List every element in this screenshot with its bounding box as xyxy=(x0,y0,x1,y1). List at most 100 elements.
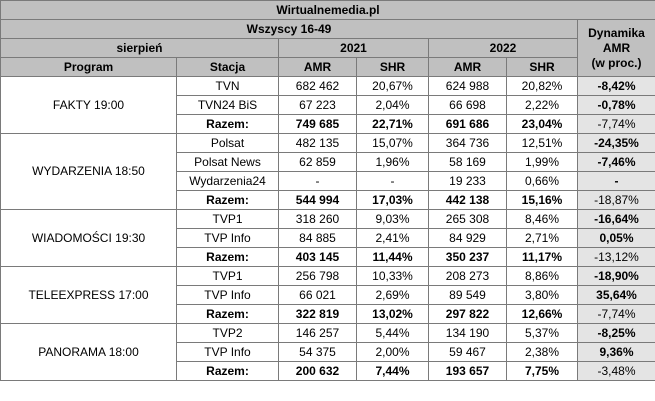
shr-2021-cell: 2,41% xyxy=(356,228,429,248)
amr-2021-cell: 682 462 xyxy=(278,76,357,96)
year-2021-header: 2021 xyxy=(278,38,429,58)
total-row: Razem: 403 145 11,44% 350 237 11,17% -13,12% xyxy=(1,247,655,267)
total-amr-2022: 350 237 xyxy=(428,247,507,267)
amr-2022-cell: 59 467 xyxy=(428,342,507,362)
dynamics-cell: -18,90% xyxy=(577,266,655,286)
station-cell: TVN xyxy=(176,76,279,96)
amr-2021-cell: 66 021 xyxy=(278,285,357,305)
total-row: Razem: 200 632 7,44% 193 657 7,75% -3,48% xyxy=(1,361,655,381)
total-amr-2022: 691 686 xyxy=(428,114,507,134)
station-cell: TVP Info xyxy=(176,285,279,305)
amr-2022-cell: 624 988 xyxy=(428,76,507,96)
amr-2022-cell: 19 233 xyxy=(428,171,507,191)
total-shr-2021: 22,71% xyxy=(356,114,429,134)
amr-2022-cell: 208 273 xyxy=(428,266,507,286)
dynamics-cell: 0,05% xyxy=(577,228,655,248)
amr-2021-cell: 482 135 xyxy=(278,133,357,153)
table-row: FAKTY 19:00 TVN 682 462 20,67% 624 988 20,82%… xyxy=(0,76,655,134)
dynamics-cell: 9,36% xyxy=(577,342,655,362)
total-shr-2022: 12,66% xyxy=(506,304,578,324)
shr-2021-cell: - xyxy=(356,171,429,191)
dynamics-cell: - xyxy=(577,171,655,191)
amr-2021-cell: 54 375 xyxy=(278,342,357,362)
amr-2021-cell: 62 859 xyxy=(278,152,357,172)
shr-2021-cell: 15,07% xyxy=(356,133,429,153)
shr-2022-column-header: SHR xyxy=(506,57,578,77)
table-row: TVP Info 84 885 2,41% 84 929 2,71% 0,05% xyxy=(1,228,655,248)
total-shr-2022: 15,16% xyxy=(506,190,578,210)
shr-2021-cell: 2,04% xyxy=(356,95,429,115)
shr-2022-cell: 8,86% xyxy=(506,266,578,286)
total-amr-2021: 544 994 xyxy=(278,190,357,210)
station-cell: Wydarzenia24 xyxy=(176,171,279,191)
shr-2022-cell: 2,22% xyxy=(506,95,578,115)
table-row: TVP Info 66 021 2,69% 89 549 3,80% 35,64% xyxy=(1,285,655,305)
total-shr-2022: 11,17% xyxy=(506,247,578,267)
total-shr-2021: 13,02% xyxy=(356,304,429,324)
amr-2021-cell: 318 260 xyxy=(278,209,357,229)
total-dynamics: -3,48% xyxy=(577,361,655,381)
year-2022-header: 2022 xyxy=(428,38,578,58)
total-row: Razem: 544 994 17,03% 442 138 15,16% -18,87% xyxy=(1,190,655,210)
program-name: WYDARZENIA 18:50 xyxy=(0,133,177,210)
table-row: WYDARZENIA 18:50 Polsat 482 135 15,07% 364 7… xyxy=(0,133,655,210)
total-amr-2022: 193 657 xyxy=(428,361,507,381)
amr-2022-cell: 364 736 xyxy=(428,133,507,153)
station-cell: TVP Info xyxy=(176,342,279,362)
table-row: TVN24 BiS 67 223 2,04% 66 698 2,22% -0,78% xyxy=(1,95,655,115)
dynamics-cell: -0,78% xyxy=(577,95,655,115)
shr-2021-cell: 10,33% xyxy=(356,266,429,286)
amr-2022-column-header: AMR xyxy=(428,57,507,77)
amr-2021-cell: 84 885 xyxy=(278,228,357,248)
group-title: Wszyscy 16-49 xyxy=(0,19,578,39)
station-cell: TVP1 xyxy=(176,266,279,286)
dynamics-cell: -16,64% xyxy=(577,209,655,229)
amr-2022-cell: 265 308 xyxy=(428,209,507,229)
shr-2021-cell: 2,69% xyxy=(356,285,429,305)
shr-2022-cell: 1,99% xyxy=(506,152,578,172)
total-label: Razem: xyxy=(176,114,279,134)
period-header: sierpień xyxy=(0,38,279,58)
shr-2022-cell: 8,46% xyxy=(506,209,578,229)
program-column-header: Program xyxy=(0,57,177,77)
shr-2022-cell: 20,82% xyxy=(506,76,578,96)
dynamics-cell: -24,35% xyxy=(577,133,655,153)
station-column-header: Stacja xyxy=(176,57,279,77)
dynamics-cell: -8,25% xyxy=(577,323,655,343)
shr-2022-cell: 12,51% xyxy=(506,133,578,153)
total-label: Razem: xyxy=(176,190,279,210)
dynamics-header: Dynamika AMR (w proc.) xyxy=(577,19,655,77)
dynamics-header-line2: AMR xyxy=(602,40,631,55)
total-dynamics: -13,12% xyxy=(577,247,655,267)
total-shr-2022: 7,75% xyxy=(506,361,578,381)
amr-2021-cell: 146 257 xyxy=(278,323,357,343)
station-cell: Polsat xyxy=(176,133,279,153)
program-name: FAKTY 19:00 xyxy=(0,76,177,134)
total-dynamics: -18,87% xyxy=(577,190,655,210)
site-title: Wirtualnemedia.pl xyxy=(0,0,655,20)
total-dynamics: -7,74% xyxy=(577,114,655,134)
table-body: FAKTY 19:00 TVN 682 462 20,67% 624 988 20,82%… xyxy=(0,76,655,381)
amr-2021-cell: 256 798 xyxy=(278,266,357,286)
amr-2022-cell: 134 190 xyxy=(428,323,507,343)
dynamics-cell: -8,42% xyxy=(577,76,655,96)
station-cell: TVP2 xyxy=(176,323,279,343)
total-amr-2021: 322 819 xyxy=(278,304,357,324)
dynamics-header-line1: Dynamika xyxy=(588,25,645,40)
program-name: WIADOMOŚCI 19:30 xyxy=(0,209,177,267)
total-shr-2021: 11,44% xyxy=(356,247,429,267)
total-amr-2021: 749 685 xyxy=(278,114,357,134)
amr-2022-cell: 66 698 xyxy=(428,95,507,115)
total-amr-2021: 403 145 xyxy=(278,247,357,267)
total-amr-2022: 297 822 xyxy=(428,304,507,324)
amr-2021-column-header: AMR xyxy=(278,57,357,77)
shr-2022-cell: 3,80% xyxy=(506,285,578,305)
station-cell: TVN24 BiS xyxy=(176,95,279,115)
total-label: Razem: xyxy=(176,247,279,267)
dynamics-cell: 35,64% xyxy=(577,285,655,305)
shr-2021-cell: 20,67% xyxy=(356,76,429,96)
shr-2022-cell: 2,71% xyxy=(506,228,578,248)
total-dynamics: -7,74% xyxy=(577,304,655,324)
program-name: PANORAMA 18:00 xyxy=(0,323,177,381)
total-shr-2021: 7,44% xyxy=(356,361,429,381)
